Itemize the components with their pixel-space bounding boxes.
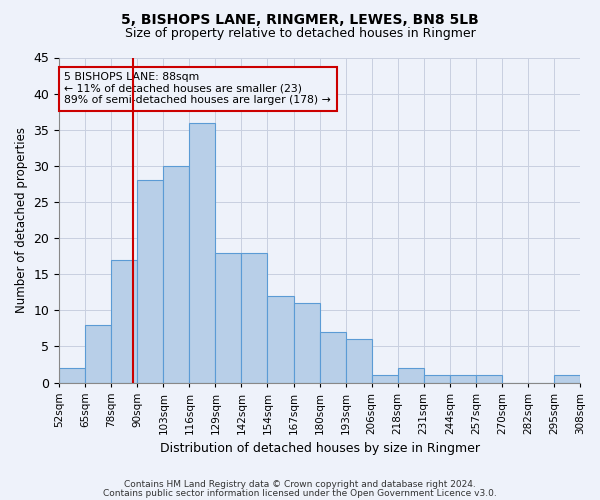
Text: Size of property relative to detached houses in Ringmer: Size of property relative to detached ho…	[125, 28, 475, 40]
Bar	[59, 368, 85, 382]
Bar	[424, 376, 450, 382]
Bar	[85, 324, 111, 382]
Text: 5, BISHOPS LANE, RINGMER, LEWES, BN8 5LB: 5, BISHOPS LANE, RINGMER, LEWES, BN8 5LB	[121, 12, 479, 26]
Y-axis label: Number of detached properties: Number of detached properties	[15, 127, 28, 313]
Bar	[215, 252, 241, 382]
Text: Contains public sector information licensed under the Open Government Licence v3: Contains public sector information licen…	[103, 488, 497, 498]
X-axis label: Distribution of detached houses by size in Ringmer: Distribution of detached houses by size …	[160, 442, 479, 455]
Bar	[268, 296, 293, 382]
Text: 5 BISHOPS LANE: 88sqm
← 11% of detached houses are smaller (23)
89% of semi-deta: 5 BISHOPS LANE: 88sqm ← 11% of detached …	[64, 72, 331, 106]
Bar	[346, 339, 371, 382]
Bar	[554, 376, 580, 382]
Bar	[476, 376, 502, 382]
Bar	[450, 376, 476, 382]
Bar	[111, 260, 137, 382]
Bar	[371, 376, 398, 382]
Bar	[241, 252, 268, 382]
Bar	[190, 122, 215, 382]
Bar	[293, 303, 320, 382]
Bar	[320, 332, 346, 382]
Text: Contains HM Land Registry data © Crown copyright and database right 2024.: Contains HM Land Registry data © Crown c…	[124, 480, 476, 489]
Bar	[137, 180, 163, 382]
Bar	[163, 166, 190, 382]
Bar	[398, 368, 424, 382]
